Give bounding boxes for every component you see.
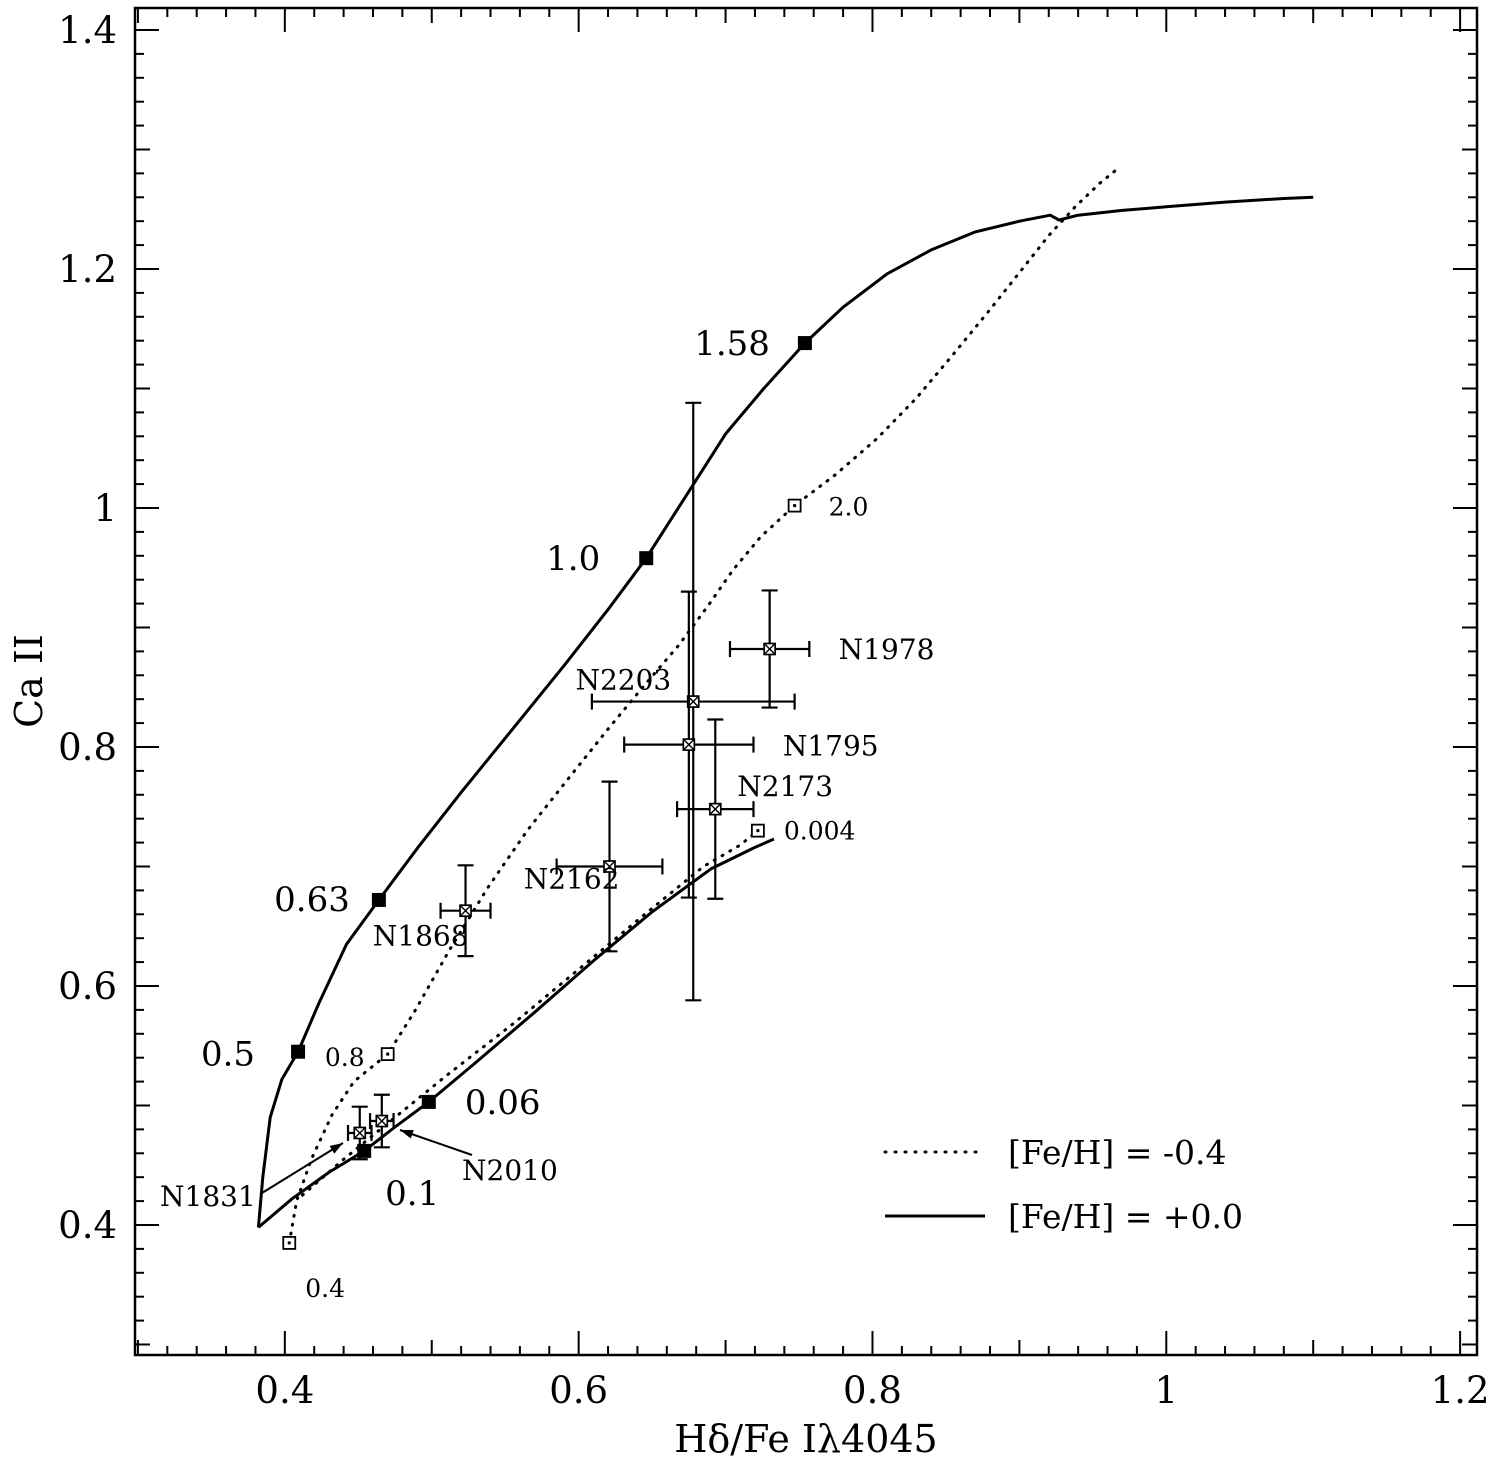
cluster-symbol-cross [763, 643, 776, 655]
age-marker-center-dot [287, 1241, 291, 1245]
age-marker-filled-square [639, 551, 654, 566]
age-label: 0.5 [201, 1035, 255, 1075]
legend-label-feh-plus00: [Fe/H] = +0.0 [1008, 1197, 1243, 1236]
cluster-label: N2010 [462, 1154, 558, 1187]
legend-label-feh-minus04: [Fe/H] = -0.4 [1008, 1133, 1227, 1172]
x-tick-label: 0.4 [255, 1369, 314, 1412]
age-label: 0.63 [274, 880, 350, 920]
x-tick-label: 1.2 [1431, 1369, 1490, 1412]
age-marker-filled-square [291, 1044, 306, 1059]
cluster-symbol-cross [603, 860, 616, 873]
model-curve-solid [256, 195, 1314, 1228]
plot-generated-layer: 0.4 0.6 0.8 1 1.2 0.4 0.6 0.8 1 1.2 1.4 1.58 1.0 0.63… [58, 6, 1490, 1412]
cluster-symbol-cross [709, 803, 722, 816]
y-tick-label: 1.4 [58, 9, 117, 52]
cluster-label: N1978 [839, 633, 935, 666]
y-tick-label: 0.4 [58, 1204, 117, 1247]
plot-frame [133, 6, 1479, 1357]
age-marker-filled-square [797, 336, 812, 351]
model-curve-dotted [301, 829, 760, 1197]
cluster-symbol-cross [353, 1126, 366, 1139]
y-tick-label: 0.6 [58, 965, 117, 1008]
cluster-label: N2173 [737, 770, 833, 803]
age-label: 2.0 [829, 493, 869, 522]
y-tick-label: 1 [93, 487, 117, 530]
cluster-symbol-cross [682, 738, 695, 751]
age-marker-center-dot [756, 829, 760, 833]
x-tick-label: 1 [1155, 1369, 1179, 1412]
cluster-symbol-cross [375, 1115, 388, 1128]
cluster-label: N1795 [783, 730, 879, 763]
age-label: 0.06 [465, 1083, 541, 1123]
age-marker-filled-square [371, 892, 386, 907]
age-marker-filled-square [421, 1094, 436, 1109]
cluster-label: N1831 [160, 1180, 256, 1213]
annotation-arrow-head [400, 1130, 414, 1139]
cluster-label: N1868 [373, 920, 469, 953]
age-marker-center-dot [793, 504, 797, 508]
age-label: 0.4 [305, 1274, 345, 1303]
cluster-label: N2162 [524, 862, 620, 895]
annotation-arrow-head [329, 1143, 343, 1154]
y-tick-label: 0.8 [58, 726, 117, 769]
y-axis-title: Ca II [7, 634, 51, 728]
age-label: 1.0 [546, 539, 600, 579]
age-marker-center-dot [386, 1052, 390, 1056]
age-label: 0.1 [385, 1174, 439, 1214]
x-tick-label: 0.8 [843, 1369, 902, 1412]
x-axis-title: Hδ/Fe Iλ4045 [674, 1417, 937, 1461]
annotation-arrow [261, 1142, 344, 1194]
y-tick-label: 1.2 [58, 248, 117, 291]
cluster-symbol-cross [459, 904, 472, 917]
age-label: 0.004 [784, 817, 856, 846]
age-label: 0.8 [325, 1043, 365, 1072]
x-tick-label: 0.6 [549, 1369, 608, 1412]
cluster-label: N2203 [575, 664, 671, 697]
age-label: 1.58 [694, 324, 770, 364]
